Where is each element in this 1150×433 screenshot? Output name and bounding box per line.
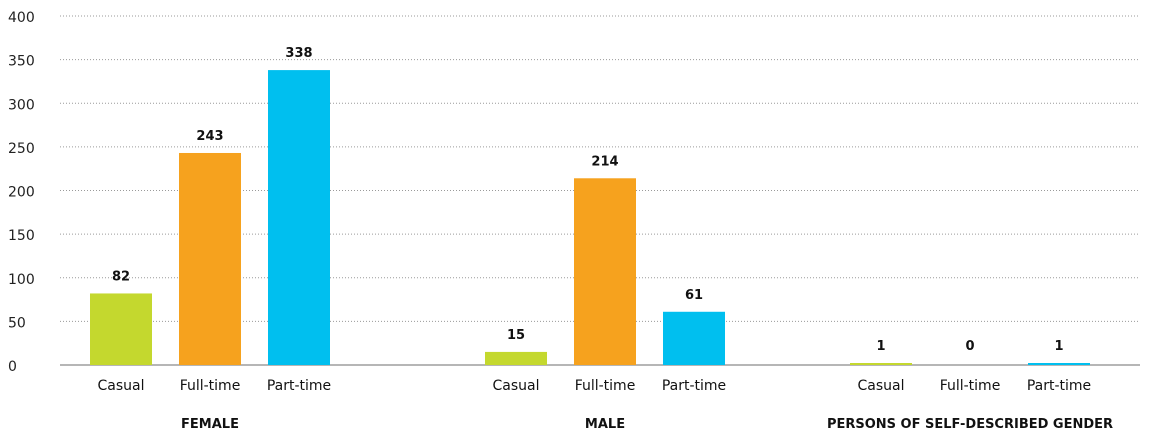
category-label: Casual (98, 378, 145, 394)
group-labels: FEMALE MALE PERSONS OF SELF-DESCRIBED GEND… (181, 417, 1113, 432)
y-axis-tick-labels: 0 50 100 150 200 250 300 350 400 (8, 10, 35, 375)
y-tick-label: 50 (8, 315, 26, 331)
y-tick-label: 250 (8, 141, 35, 157)
bar-female-casual (90, 293, 152, 365)
category-labels: Casual Full-time Part-time Casual Full-time P… (98, 378, 1092, 394)
category-label: Part-time (662, 378, 726, 394)
group-label: MALE (585, 417, 625, 432)
bar-sliver (1028, 363, 1090, 365)
category-label: Part-time (1027, 378, 1091, 394)
y-tick-label: 100 (8, 272, 35, 288)
value-label: 338 (285, 46, 312, 61)
y-tick-label: 0 (8, 359, 17, 375)
y-tick-label: 150 (8, 228, 35, 244)
category-label: Full-time (180, 378, 241, 394)
value-label: 82 (112, 269, 130, 284)
category-label: Part-time (267, 378, 331, 394)
value-label: 61 (685, 288, 703, 303)
y-tick-label: 200 (8, 185, 35, 201)
bar-male-casual (485, 351, 547, 365)
value-labels: 82 243 338 15 214 61 1 0 1 (112, 46, 1064, 354)
value-label: 1 (876, 339, 885, 354)
category-label: Full-time (940, 378, 1001, 394)
bar-female-part-time (268, 70, 330, 365)
value-label: 214 (591, 154, 618, 169)
bars (90, 70, 1090, 365)
category-label: Casual (493, 378, 540, 394)
y-tick-label: 300 (8, 97, 35, 113)
value-label: 15 (507, 328, 525, 343)
value-label: 0 (965, 339, 974, 354)
value-label: 243 (196, 129, 223, 144)
bar-male-full-time (574, 178, 636, 365)
category-label: Full-time (575, 378, 636, 394)
y-tick-label: 350 (8, 54, 35, 70)
group-label: FEMALE (181, 417, 239, 432)
value-label: 1 (1054, 339, 1063, 354)
category-label: Casual (858, 378, 905, 394)
bar-male-part-time (663, 311, 725, 365)
bar-female-full-time (179, 152, 241, 365)
y-tick-label: 400 (8, 10, 35, 26)
group-label: PERSONS OF SELF-DESCRIBED GENDER (827, 417, 1113, 432)
bar-sliver (850, 363, 912, 365)
